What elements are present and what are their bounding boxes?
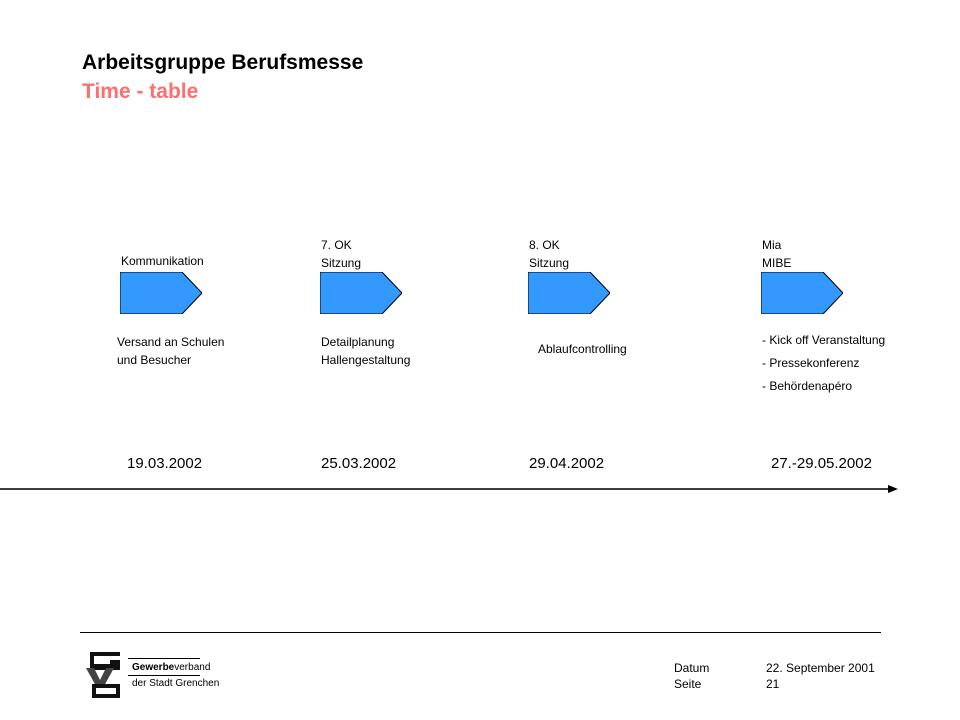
page-title: Arbeitsgruppe Berufsmesse (82, 51, 364, 74)
milestone-4-top-label: Mia (762, 238, 782, 252)
timeline-arrow (0, 485, 898, 493)
milestone-4-item-1: - Kick off Veranstaltung (762, 333, 886, 347)
milestone-4-pentagon (761, 272, 843, 314)
milestone-2-desc-line1: Detailplanung (321, 335, 395, 349)
milestone-2-date: 25.03.2002 (321, 455, 397, 472)
milestone-4-item-2: - Pressekonferenz (762, 356, 860, 370)
milestone-3-date: 29.04.2002 (529, 455, 605, 472)
milestone-2-top-label-line2: Sitzung (321, 256, 362, 270)
milestone-4-date: 27.-29.05.2002 (771, 455, 872, 472)
footer-datum-label: Datum (674, 661, 710, 675)
milestone-4-top-label-line2: MIBE (762, 256, 792, 270)
logo-rule-1 (128, 658, 200, 659)
milestone-1-desc-line1: Versand an Schulen (117, 335, 225, 349)
gvg-emblem-icon (86, 652, 120, 698)
milestone-2-top-label: 7. OK (321, 238, 352, 252)
milestone-2-pentagon (320, 272, 402, 314)
milestone-1-date: 19.03.2002 (127, 455, 203, 472)
milestone-4-items: - Kick off Veranstaltung - Pressekonfere… (762, 329, 885, 398)
milestone-1-top-label: Kommunikation (121, 254, 204, 268)
milestone-3-top-label-line2: Sitzung (529, 256, 570, 270)
milestone-3-pentagon (528, 272, 610, 314)
milestone-2-desc-line2: Hallengestaltung (321, 353, 411, 367)
page-subtitle: Time - table (82, 80, 199, 103)
footer-divider (80, 632, 881, 633)
milestone-3-desc: Ablaufcontrolling (538, 342, 627, 356)
logo-line2: der Stadt Grenchen (132, 678, 220, 689)
logo-rule-2 (128, 675, 200, 676)
footer-seite-label: Seite (674, 677, 702, 691)
milestone-3-top-label: 8. OK (529, 238, 560, 252)
milestone-4-item-3: - Behördenapéro (762, 379, 853, 393)
logo-line1: Gewerbeverband (132, 662, 211, 673)
footer-datum-value: 22. September 2001 (766, 661, 875, 675)
footer-seite-value: 21 (766, 677, 780, 691)
milestone-1-desc-line2: und Besucher (117, 353, 192, 367)
milestone-1-pentagon (120, 272, 202, 314)
logo: Gewerbeverband der Stadt Grenchen (80, 648, 240, 700)
